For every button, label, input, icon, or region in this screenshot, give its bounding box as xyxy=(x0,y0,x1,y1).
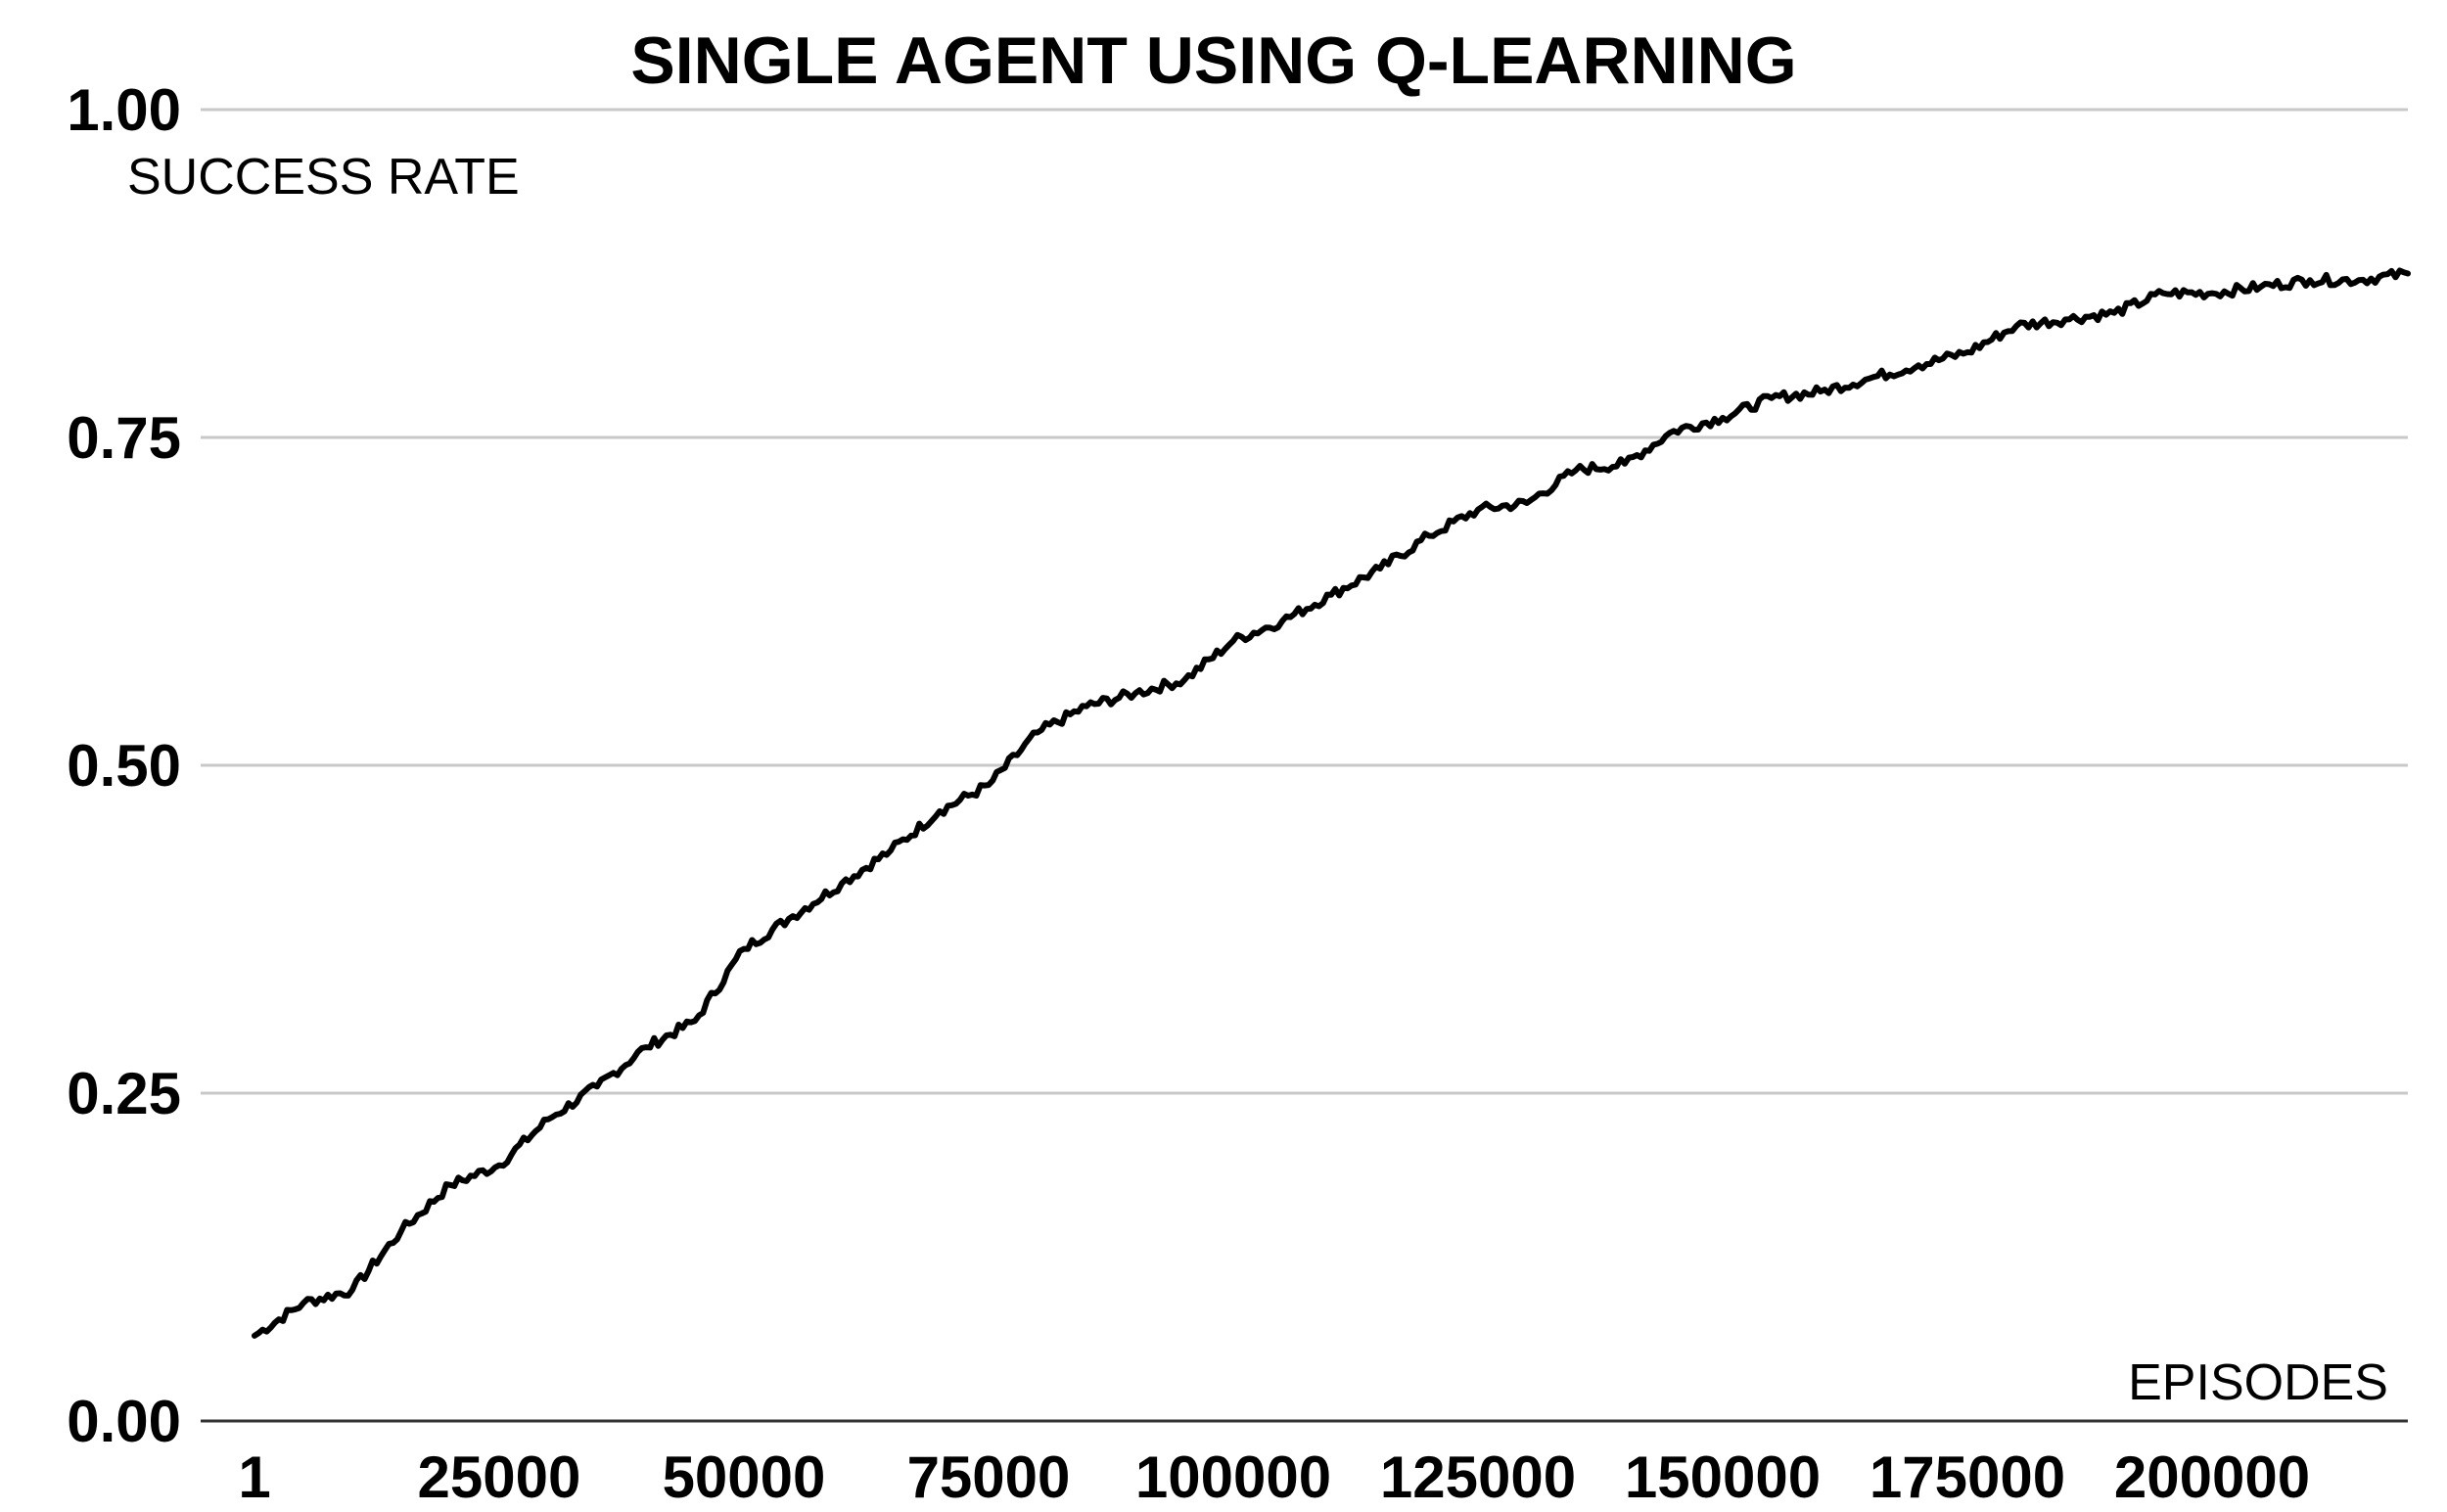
x-tick-label: 200000 xyxy=(2114,1444,2310,1510)
y-tick-label: 1.00 xyxy=(67,77,181,143)
y-tick-label: 0.50 xyxy=(67,733,181,799)
x-tick-label: 1 xyxy=(238,1444,270,1510)
x-tick-label: 125000 xyxy=(1380,1444,1576,1510)
x-tick-label: 50000 xyxy=(663,1444,826,1510)
y-tick-label: 0.75 xyxy=(67,405,181,471)
x-tick-label: 175000 xyxy=(1870,1444,2065,1510)
y-axis-ticks: 1.00 0.75 0.50 0.25 0.00 xyxy=(67,77,181,1454)
y-axis-label: SUCCESS RATE xyxy=(127,149,520,206)
x-axis-ticks: 1 25000 50000 75000 100000 125000 150000 175000… xyxy=(238,1444,2310,1510)
x-axis-label: EPISODES xyxy=(2128,1354,2388,1411)
chart-title: SINGLE AGENT USING Q-LEARNING xyxy=(630,23,1796,98)
x-tick-label: 25000 xyxy=(418,1444,581,1510)
x-tick-label: 100000 xyxy=(1135,1444,1331,1510)
x-tick-label: 150000 xyxy=(1625,1444,1821,1510)
success-rate-line xyxy=(252,267,2411,1339)
y-tick-label: 0.00 xyxy=(67,1389,181,1454)
x-tick-label: 75000 xyxy=(907,1444,1071,1510)
y-tick-label: 0.25 xyxy=(67,1061,181,1126)
gridlines xyxy=(201,108,2408,1423)
